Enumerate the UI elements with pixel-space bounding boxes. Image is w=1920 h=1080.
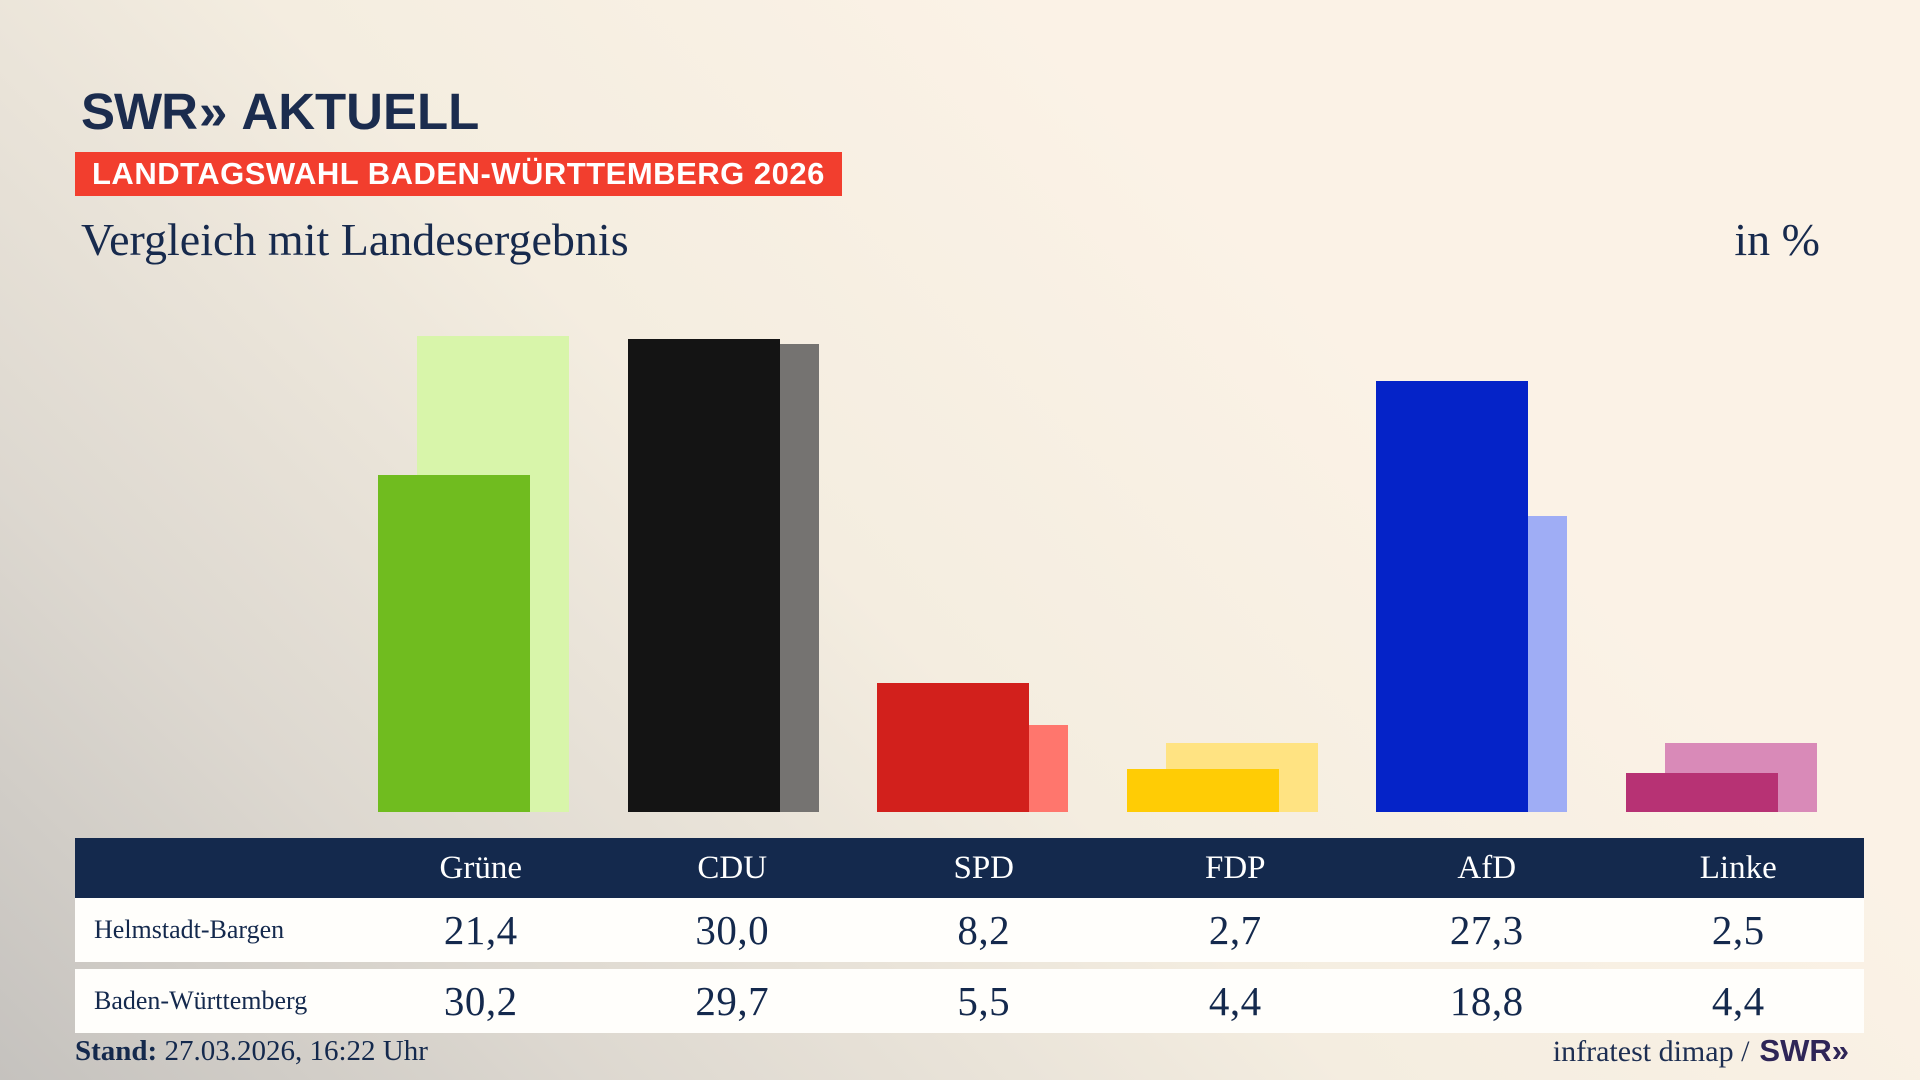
value-cell-1-4: 18,8 bbox=[1449, 978, 1524, 1024]
unit-label: in % bbox=[1734, 214, 1820, 265]
table-header-cell-2: SPD bbox=[953, 849, 1015, 886]
bar-front-5 bbox=[1626, 773, 1778, 812]
bar-front-4 bbox=[1376, 381, 1529, 812]
bar-front-0 bbox=[378, 475, 530, 812]
value-cell-0-2: 8,2 bbox=[957, 907, 1011, 953]
bar-front-3 bbox=[1126, 769, 1279, 812]
election-badge: LANDTAGSWAHL BADEN-WÜRTTEMBERG 2026 bbox=[75, 152, 842, 196]
table-header-cell-5: Linke bbox=[1699, 849, 1777, 886]
value-cell-0-5: 2,5 bbox=[1711, 907, 1765, 953]
stand-label: Stand: bbox=[75, 1035, 158, 1067]
table-header-cell-0: Grüne bbox=[439, 849, 522, 886]
value-cell-1-5: 4,4 bbox=[1711, 978, 1765, 1024]
source-brand-chevrons-icon: » bbox=[1831, 1033, 1849, 1068]
source-brand-swr-text: SWR bbox=[1759, 1033, 1832, 1068]
row-label: Helmstadt-Bargen bbox=[94, 915, 285, 944]
bar-front-1 bbox=[627, 339, 780, 812]
source-credit: infratest dimap / SWR» bbox=[1552, 1033, 1849, 1069]
chart-title: Vergleich mit Landesergebnis bbox=[81, 214, 629, 265]
value-cell-0-4: 27,3 bbox=[1449, 907, 1524, 953]
results-table: Grüne CDU SPD FDP AfD Linke Helmstadt-Bargen 2… bbox=[75, 838, 1864, 1033]
value-cell-0-3: 2,7 bbox=[1208, 907, 1262, 953]
bar-front-2 bbox=[877, 683, 1030, 812]
table-row-helmstadt-bargen: Helmstadt-Bargen 21,4 30,0 8,2 2,7 27,3 2,5 bbox=[75, 898, 1864, 962]
value-cell-1-1: 29,7 bbox=[695, 978, 770, 1024]
value-cell-1-2: 5,5 bbox=[957, 978, 1011, 1024]
stand-value: 27.03.2026, 16:22 Uhr bbox=[157, 1035, 428, 1067]
table-header-row: Grüne CDU SPD FDP AfD Linke bbox=[75, 838, 1864, 898]
value-cell-0-0: 21,4 bbox=[443, 907, 518, 953]
logo-aktuell-text: AKTUELL bbox=[241, 83, 480, 140]
value-cell-1-0: 30,2 bbox=[443, 978, 518, 1024]
swr-aktuell-logo: SWR» AKTUELL bbox=[81, 82, 479, 141]
source-brand-logo: SWR» bbox=[1759, 1033, 1849, 1068]
row-label: Baden-Württemberg bbox=[94, 986, 308, 1015]
logo-swr-text: SWR bbox=[81, 83, 198, 140]
table-row-baden-wuerttemberg: Baden-Württemberg 30,2 29,7 5,5 4,4 18,8 4,4 bbox=[75, 969, 1864, 1033]
table-header-cell-3: FDP bbox=[1204, 849, 1266, 886]
value-cell-0-1: 30,0 bbox=[695, 907, 770, 953]
table-header-cell-4: AfD bbox=[1457, 849, 1517, 886]
headline-row: Vergleich mit Landesergebnis in % bbox=[81, 213, 1820, 266]
table-header-cell-1: CDU bbox=[697, 849, 768, 886]
source-text: infratest dimap / bbox=[1552, 1035, 1750, 1068]
stand-timestamp: Stand: 27.03.2026, 16:22 Uhr bbox=[75, 1035, 428, 1068]
value-cell-1-3: 4,4 bbox=[1208, 978, 1262, 1024]
